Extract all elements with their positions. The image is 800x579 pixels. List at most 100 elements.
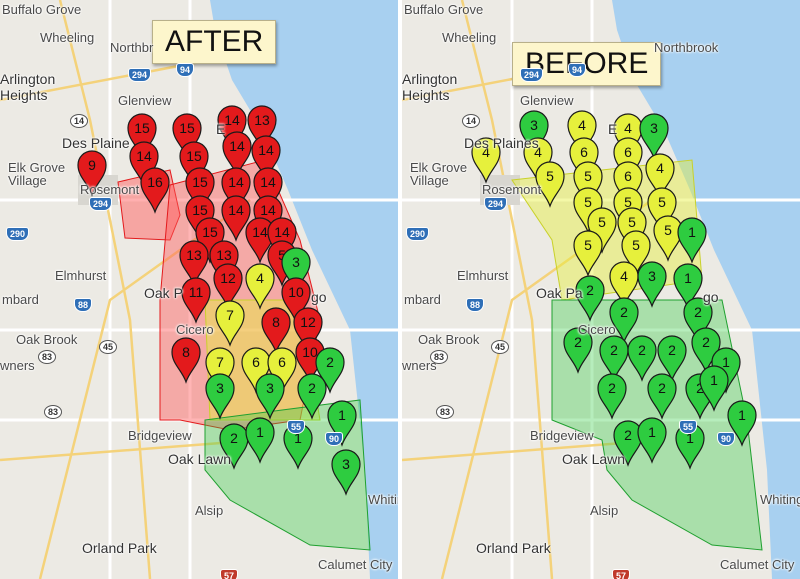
marker-pin-green[interactable]: 2 bbox=[627, 335, 657, 382]
marker-pin-red[interactable]: 14 bbox=[217, 105, 247, 152]
highway-shield: 45 bbox=[491, 340, 510, 354]
place-label: E bbox=[608, 121, 618, 137]
marker-pin-shape bbox=[171, 337, 201, 384]
marker-pin-red[interactable]: 8 bbox=[171, 337, 201, 384]
marker-pin-green[interactable]: 3 bbox=[205, 373, 235, 420]
marker-pin-red[interactable]: 14 bbox=[267, 217, 297, 264]
marker-pin-yellow[interactable]: 6 bbox=[569, 137, 599, 184]
marker-pin-red[interactable]: 14 bbox=[253, 167, 283, 214]
marker-pin-red[interactable]: 14 bbox=[222, 131, 252, 178]
marker-pin-red[interactable]: 12 bbox=[293, 307, 323, 354]
marker-pin-red[interactable]: 14 bbox=[129, 141, 159, 188]
marker-pin-shape bbox=[129, 141, 159, 188]
marker-pin-yellow[interactable]: 4 bbox=[245, 263, 275, 310]
marker-pin-shape bbox=[327, 400, 357, 447]
marker-pin-green[interactable]: 1 bbox=[327, 400, 357, 447]
marker-pin-green[interactable]: 1 bbox=[673, 263, 703, 310]
marker-pin-green[interactable]: 3 bbox=[331, 449, 361, 496]
marker-pin-red[interactable]: 15 bbox=[179, 141, 209, 188]
marker-pin-red[interactable]: 15 bbox=[185, 167, 215, 214]
marker-pin-shape bbox=[613, 137, 643, 184]
marker-pin-yellow[interactable]: 5 bbox=[573, 161, 603, 208]
marker-pin-yellow[interactable]: 5 bbox=[535, 161, 565, 208]
marker-pin-count: 1 bbox=[338, 407, 346, 423]
place-label: E bbox=[216, 121, 226, 137]
marker-pin-shape bbox=[241, 347, 271, 394]
marker-pin-green[interactable]: 1 bbox=[637, 417, 667, 464]
marker-pin-green[interactable]: 3 bbox=[255, 373, 285, 420]
marker-pin-yellow[interactable]: 4 bbox=[613, 113, 643, 160]
marker-pin-green[interactable]: 3 bbox=[639, 113, 669, 160]
marker-pin-yellow[interactable]: 6 bbox=[613, 137, 643, 184]
marker-pin-shape bbox=[247, 105, 277, 152]
marker-pin-shape bbox=[683, 297, 713, 344]
map-panel-after[interactable]: 15 15 14 13 9 14 15 14 14 16 15 14 14 15 14 14 15 14 14 13 1… bbox=[0, 0, 398, 579]
marker-pin-green[interactable]: 3 bbox=[519, 110, 549, 157]
place-label: Elk Grove bbox=[410, 160, 468, 175]
marker-pin-red[interactable]: 14 bbox=[245, 217, 275, 264]
marker-pin-shape bbox=[222, 131, 252, 178]
marker-pin-red[interactable]: 14 bbox=[251, 135, 281, 182]
marker-pin-shape bbox=[637, 261, 667, 308]
marker-pin-yellow[interactable]: 4 bbox=[471, 137, 501, 184]
marker-pin-count: 14 bbox=[224, 112, 240, 128]
marker-pin-green[interactable]: 2 bbox=[647, 373, 677, 420]
marker-pin-yellow[interactable]: 5 bbox=[653, 215, 683, 262]
marker-pin-green[interactable]: 2 bbox=[609, 297, 639, 344]
marker-pin-green[interactable]: 2 bbox=[597, 373, 627, 420]
marker-pin-green[interactable]: 3 bbox=[281, 247, 311, 294]
marker-pin-red[interactable]: 13 bbox=[247, 105, 277, 152]
marker-pin-yellow[interactable]: 5 bbox=[621, 230, 651, 277]
marker-pin-yellow[interactable]: 4 bbox=[645, 153, 675, 200]
marker-pin-red[interactable]: 12 bbox=[213, 263, 243, 310]
marker-pin-yellow[interactable]: 6 bbox=[267, 347, 297, 394]
place-label: Orland Park bbox=[476, 540, 551, 556]
marker-pin-count: 14 bbox=[252, 224, 268, 240]
marker-pin-yellow[interactable]: 5 bbox=[573, 230, 603, 277]
marker-pin-red[interactable]: 10 bbox=[281, 277, 311, 324]
marker-pin-green[interactable]: 2 bbox=[563, 327, 593, 374]
marker-pin-green[interactable]: 1 bbox=[677, 217, 707, 264]
marker-pin-green[interactable]: 2 bbox=[575, 275, 605, 322]
marker-pin-green[interactable]: 2 bbox=[297, 373, 327, 420]
marker-pin-red[interactable]: 8 bbox=[261, 307, 291, 354]
marker-pin-red[interactable]: 16 bbox=[140, 167, 170, 214]
marker-pin-shape bbox=[627, 335, 657, 382]
marker-pin-red[interactable]: 15 bbox=[172, 113, 202, 160]
marker-pin-red[interactable]: 14 bbox=[221, 167, 251, 214]
marker-pin-yellow[interactable]: 6 bbox=[613, 161, 643, 208]
marker-pin-shape bbox=[221, 195, 251, 242]
marker-pin-green[interactable]: 2 bbox=[657, 335, 687, 382]
marker-pin-red[interactable]: 15 bbox=[127, 113, 157, 160]
marker-pin-red[interactable]: 9 bbox=[77, 150, 107, 197]
marker-pin-green[interactable]: 1 bbox=[699, 365, 729, 412]
marker-pin-shape bbox=[255, 373, 285, 420]
marker-pin-green[interactable]: 2 bbox=[219, 423, 249, 470]
marker-pin-yellow[interactable]: 6 bbox=[241, 347, 271, 394]
marker-pin-shape bbox=[647, 187, 677, 234]
marker-pin-count: 2 bbox=[326, 354, 334, 370]
marker-pin-count: 5 bbox=[584, 168, 592, 184]
marker-pin-green[interactable]: 1 bbox=[727, 400, 757, 447]
marker-pin-yellow[interactable]: 7 bbox=[205, 347, 235, 394]
marker-pin-green[interactable]: 2 bbox=[683, 297, 713, 344]
marker-pin-red[interactable]: 11 bbox=[181, 277, 211, 324]
marker-pin-green[interactable]: 2 bbox=[599, 335, 629, 382]
marker-pin-count: 12 bbox=[220, 270, 236, 286]
marker-pin-red[interactable]: 10 bbox=[295, 337, 325, 384]
marker-pin-green[interactable]: 1 bbox=[245, 417, 275, 464]
highway-shield: 57 bbox=[220, 569, 239, 579]
marker-pin-count: 5 bbox=[632, 237, 640, 253]
marker-pin-yellow[interactable]: 5 bbox=[647, 187, 677, 234]
marker-pin-green[interactable]: 2 bbox=[613, 420, 643, 467]
marker-pin-green[interactable]: 2 bbox=[315, 347, 345, 394]
marker-pin-yellow[interactable]: 4 bbox=[609, 261, 639, 308]
place-label: Cicero bbox=[578, 322, 616, 337]
marker-pin-count: 2 bbox=[638, 342, 646, 358]
marker-pin-yellow[interactable]: 4 bbox=[567, 110, 597, 157]
marker-pin-red[interactable]: 14 bbox=[221, 195, 251, 242]
marker-pin-red[interactable]: 13 bbox=[179, 240, 209, 287]
marker-pin-green[interactable]: 3 bbox=[637, 261, 667, 308]
marker-pin-yellow[interactable]: 7 bbox=[215, 300, 245, 347]
